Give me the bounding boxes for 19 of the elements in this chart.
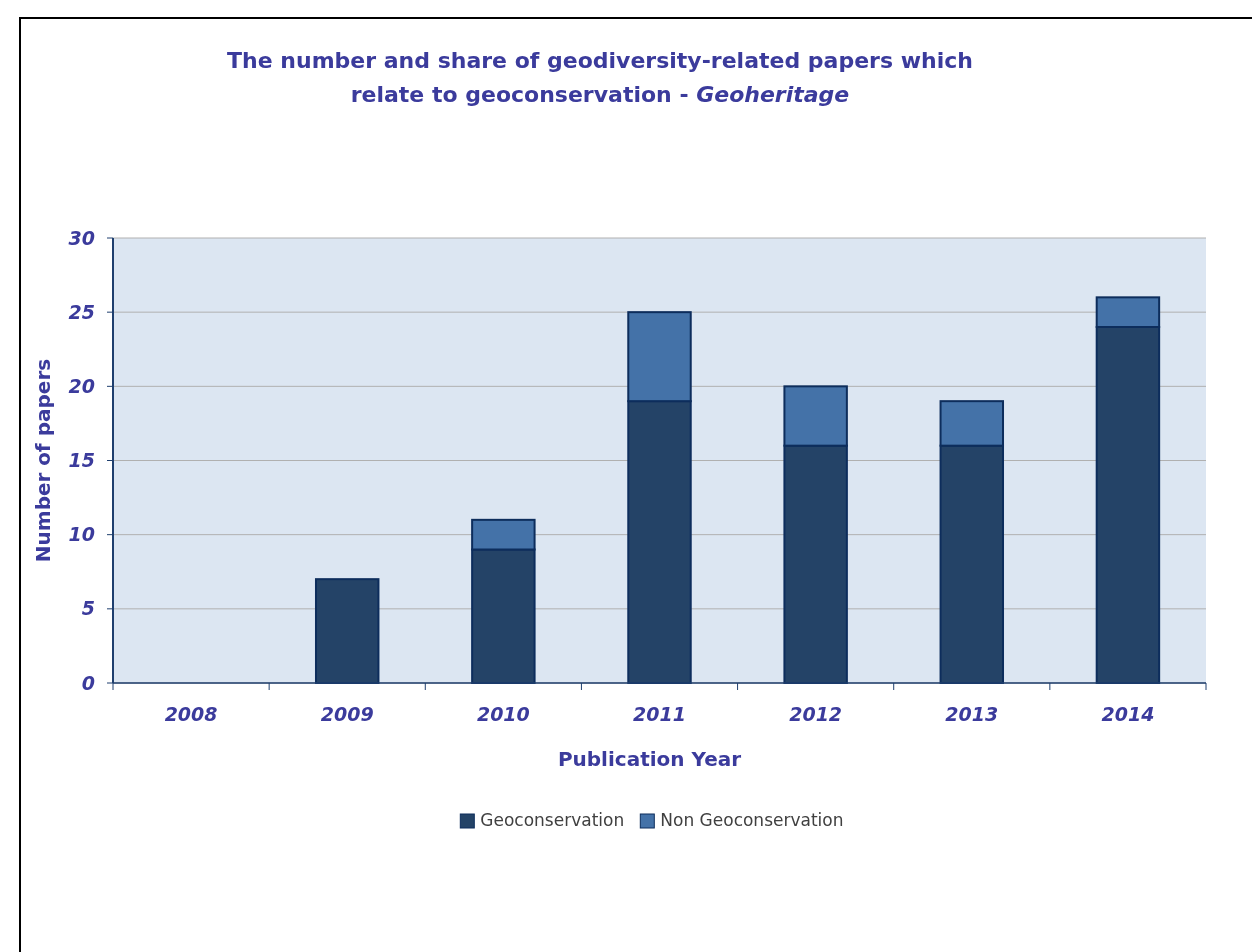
y-tick-label: 5 [81,597,95,620]
y-tick-label: 25 [68,300,95,323]
x-tick-label: 2010 [476,703,530,725]
x-tick-label: 2014 [1101,703,1155,725]
y-tick-label: 20 [68,374,95,397]
chart-title: The number and share of geodiversity-related papers which relate to geoconservation - Geoheritage [227,48,973,107]
y-tick-label: 10 [68,523,95,546]
x-tick-label: 2008 [164,703,218,725]
legend-label: Non Geoconservation [660,810,844,830]
x-tick-label: 2012 [789,703,843,725]
x-tick-label: 2009 [320,703,374,725]
y-tick-label: 0 [81,671,95,694]
x-tick-label: 2013 [945,703,999,725]
y-tick-label: 30 [68,226,95,249]
y-tick-label: 15 [68,449,95,472]
legend-label: Geoconservation [480,810,625,830]
x-axis-title: Publication Year [557,747,742,771]
x-tick-label: 2011 [633,703,686,725]
y-axis-title: Number of papers [31,358,55,563]
